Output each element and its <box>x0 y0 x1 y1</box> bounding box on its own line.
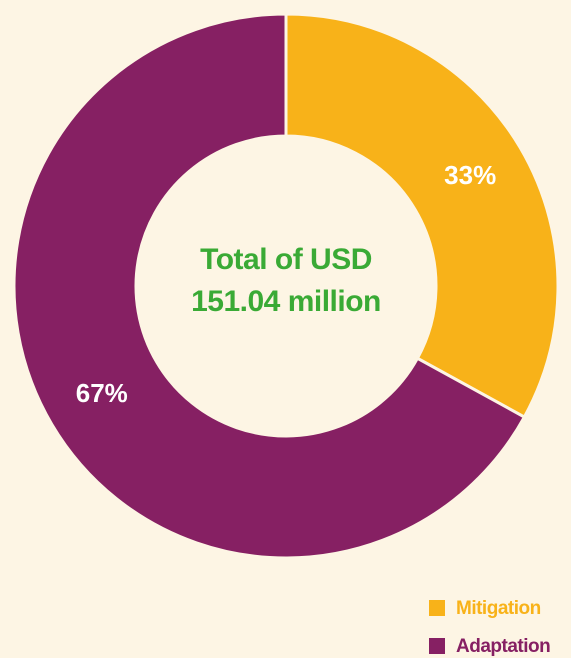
legend-swatch <box>429 600 445 616</box>
value-label: 33% <box>444 160 496 190</box>
value-label: 67% <box>76 378 128 408</box>
center-text: Total of USD <box>200 243 372 276</box>
slice <box>284 12 560 420</box>
legend-label: Adaptation <box>456 636 550 657</box>
slice <box>12 12 527 560</box>
center-text: 151.04 million <box>191 285 381 318</box>
legend-swatch <box>429 638 445 654</box>
legend-label: Mitigation <box>456 598 541 619</box>
